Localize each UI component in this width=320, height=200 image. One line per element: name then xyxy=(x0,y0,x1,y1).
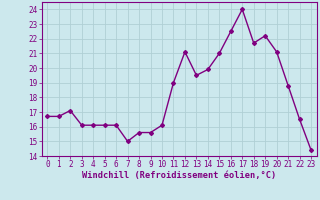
X-axis label: Windchill (Refroidissement éolien,°C): Windchill (Refroidissement éolien,°C) xyxy=(82,171,276,180)
